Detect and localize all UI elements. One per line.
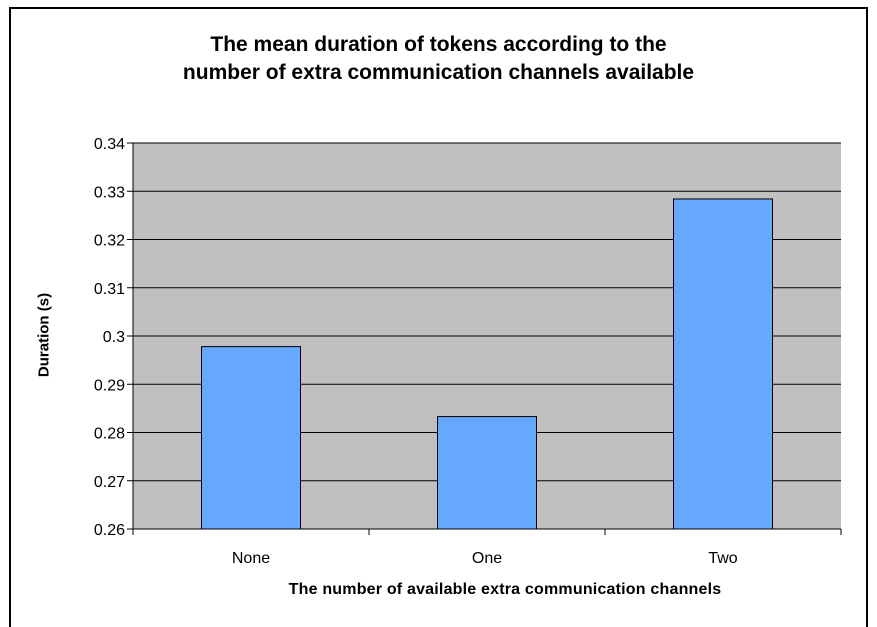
y-tick-label: 0.34 — [94, 136, 125, 153]
chart-frame — [9, 7, 868, 627]
bar-one — [437, 416, 537, 530]
x-axis-label: The number of available extra communicat… — [288, 581, 722, 598]
bar-none — [201, 346, 301, 530]
y-tick-label: 0.27 — [94, 474, 125, 491]
chart-title-line-2: number of extra communication channels a… — [182, 61, 695, 84]
y-tick-label: 0.33 — [94, 184, 125, 201]
y-tick-label: 0.31 — [94, 281, 125, 298]
x-tick-label: Two — [708, 550, 737, 567]
y-axis-label: Duration (s) — [35, 292, 53, 378]
y-tick-label: 0.26 — [94, 522, 125, 539]
y-tick-label: 0.32 — [94, 233, 125, 250]
y-tick-label: 0.28 — [94, 426, 125, 443]
x-tick-label: One — [472, 550, 502, 567]
x-tick-label: None — [232, 550, 270, 567]
bar-two — [673, 198, 773, 530]
y-tick-label: 0.29 — [94, 377, 125, 394]
y-tick-label: 0.3 — [103, 329, 125, 346]
chart-title-line-1: The mean duration of tokens according to… — [210, 33, 667, 56]
